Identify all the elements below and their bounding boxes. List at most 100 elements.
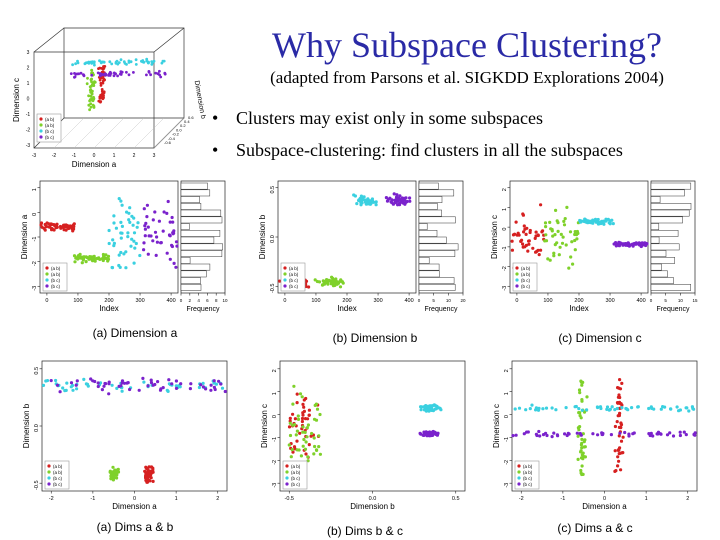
data-point bbox=[76, 59, 79, 63]
data-point bbox=[309, 434, 313, 438]
data-point bbox=[64, 228, 68, 232]
y-axis-label: Dimension c bbox=[492, 404, 501, 448]
data-point bbox=[75, 379, 79, 383]
data-point bbox=[550, 435, 554, 439]
data-point bbox=[634, 242, 638, 246]
data-point bbox=[514, 220, 518, 224]
histogram-bar bbox=[180, 257, 191, 264]
data-point bbox=[528, 228, 532, 233]
data-point bbox=[88, 108, 91, 112]
data-point bbox=[613, 449, 617, 453]
data-point bbox=[292, 384, 296, 388]
legend-label: (a b) bbox=[291, 464, 301, 469]
data-point bbox=[153, 230, 158, 234]
bullet-item: • Subspace-clustering: find clusters in … bbox=[212, 140, 717, 172]
data-point bbox=[85, 382, 90, 386]
data-point bbox=[73, 260, 77, 264]
y-tick-label: -1 bbox=[32, 237, 38, 242]
histogram-bar bbox=[650, 223, 660, 230]
data-point bbox=[616, 464, 620, 468]
x-tick-label: -1 bbox=[560, 496, 565, 502]
data-point bbox=[96, 381, 100, 385]
data-point bbox=[677, 409, 681, 413]
floor-grid bbox=[53, 117, 85, 149]
histogram-bar bbox=[180, 182, 208, 190]
caption-dimension-c: (c) Dimension c bbox=[558, 331, 642, 345]
data-point bbox=[617, 452, 621, 456]
data-point bbox=[163, 72, 167, 76]
data-point bbox=[74, 62, 77, 66]
bullet-text: Clusters may exist only in some subspace… bbox=[236, 108, 543, 128]
data-point bbox=[578, 425, 582, 429]
data-point bbox=[95, 256, 99, 261]
data-point bbox=[201, 385, 205, 389]
data-point bbox=[596, 405, 600, 410]
data-point bbox=[291, 412, 295, 416]
data-point bbox=[581, 451, 585, 455]
legend-marker bbox=[285, 464, 289, 468]
x-tick-label: 2 bbox=[216, 496, 219, 502]
data-point bbox=[58, 224, 63, 229]
legend-marker bbox=[45, 266, 49, 270]
data-point bbox=[438, 406, 442, 410]
data-point bbox=[145, 57, 149, 61]
hist-tick-label: 6 bbox=[206, 298, 209, 303]
data-point bbox=[44, 379, 48, 383]
data-point bbox=[306, 459, 310, 463]
histogram-bar bbox=[650, 209, 690, 217]
data-point bbox=[100, 88, 104, 91]
data-point bbox=[325, 278, 329, 282]
data-point bbox=[619, 423, 624, 427]
data-point bbox=[118, 72, 122, 76]
histogram-label: Frequency bbox=[424, 306, 458, 313]
data-point bbox=[89, 105, 93, 109]
histogram-bar bbox=[650, 196, 661, 203]
data-point bbox=[112, 244, 116, 248]
data-point bbox=[90, 83, 94, 87]
x-tick-label: 300 bbox=[373, 298, 382, 304]
cube-edge bbox=[33, 27, 65, 53]
data-point bbox=[52, 223, 56, 227]
data-point bbox=[300, 416, 305, 421]
histogram-bar bbox=[180, 250, 223, 257]
data-point bbox=[530, 403, 534, 407]
data-point bbox=[149, 73, 153, 77]
data-point bbox=[161, 386, 165, 390]
data-point bbox=[82, 377, 86, 381]
y-tick-label: 0 bbox=[504, 415, 510, 418]
data-point bbox=[554, 208, 558, 212]
data-point bbox=[303, 417, 308, 421]
data-point bbox=[303, 430, 307, 434]
data-point bbox=[539, 248, 543, 252]
data-point bbox=[576, 434, 580, 438]
histogram-bar bbox=[180, 189, 211, 197]
data-point bbox=[631, 432, 635, 436]
data-point bbox=[580, 383, 584, 387]
histogram-bar bbox=[650, 270, 668, 278]
data-point bbox=[132, 216, 136, 220]
legend-label: (a b) bbox=[45, 117, 55, 122]
data-point bbox=[524, 243, 528, 247]
legend-marker bbox=[47, 464, 51, 468]
y-tick-label: 2 bbox=[27, 66, 30, 72]
hist-tick-label: 4 bbox=[197, 298, 200, 303]
data-point bbox=[89, 102, 93, 106]
data-point bbox=[102, 384, 106, 388]
legend-label: (a b) bbox=[45, 123, 55, 128]
histogram-bar bbox=[180, 230, 221, 237]
data-point bbox=[307, 408, 311, 412]
legend-marker bbox=[515, 272, 519, 276]
data-point bbox=[87, 94, 90, 98]
data-point bbox=[90, 69, 94, 72]
data-point bbox=[515, 233, 519, 237]
histogram-bar bbox=[418, 196, 443, 203]
y-tick-label: -2 bbox=[504, 460, 510, 465]
legend-label: (b c) bbox=[289, 278, 299, 283]
data-point bbox=[147, 70, 151, 74]
data-point bbox=[298, 392, 303, 396]
data-point bbox=[293, 417, 297, 421]
data-point bbox=[116, 470, 121, 474]
data-point bbox=[156, 380, 160, 384]
data-point bbox=[545, 433, 549, 438]
data-point bbox=[98, 78, 102, 82]
